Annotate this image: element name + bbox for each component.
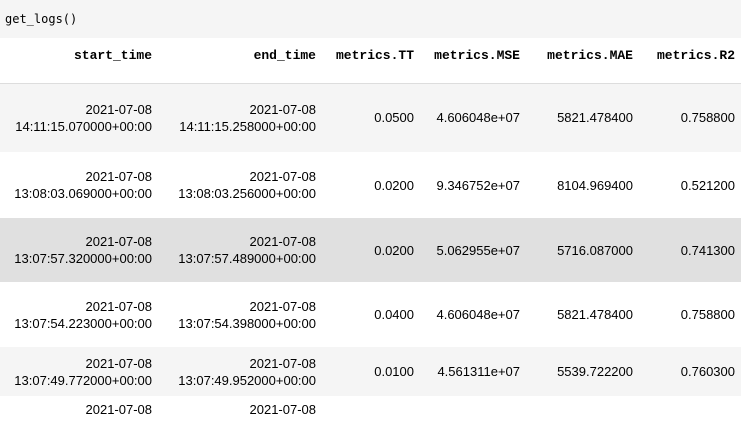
mae-cell: 8104.969400 xyxy=(557,177,633,193)
date: 2021-07-08 xyxy=(85,101,153,117)
time: 13:08:03.256000+00:00 xyxy=(178,186,316,201)
table-row: 2021-07-08 13:07:54.223000+00:00 2021-07-0… xyxy=(0,282,741,347)
end-time-cell: 2021-07-08 13:07:57.489000+00:00 xyxy=(158,218,322,282)
date: 2021-07-08 xyxy=(249,101,317,117)
end-time-cell: 2021-07-08 13:07:49.952000+00:00 xyxy=(158,347,322,396)
code-text: get_logs() xyxy=(5,12,78,26)
start-time-cell: 2021-07-08 13:08:03.069000+00:00 xyxy=(0,152,158,218)
table-row: 2021-07-08 14:11:15.070000+00:00 2021-07-0… xyxy=(0,83,741,152)
code-cell-input[interactable]: get_logs() xyxy=(0,0,741,38)
mse-cell: 4.606048e+07 xyxy=(436,307,520,322)
start-time-cell: 2021-07-08 13:07:57.320000+00:00 xyxy=(0,218,158,282)
r2-cell: 0.760300 xyxy=(639,347,741,396)
date: 2021-07-08 xyxy=(85,234,153,249)
r2-cell: 0.758800 xyxy=(680,307,735,322)
mse-cell: 9.346752e+07 xyxy=(436,177,520,193)
mae-cell: 5539.722200 xyxy=(526,347,639,396)
mse-cell: 4.561311e+07 xyxy=(420,347,526,396)
date: 2021-07-08 xyxy=(85,402,153,417)
tt-cell: 0.0200 xyxy=(374,177,414,193)
end-time-cell: 2021-07-08 13:08:03.256000+00:00 xyxy=(158,152,322,218)
end-time-cell: 2021-07-08 xyxy=(158,396,322,436)
date: 2021-07-08 xyxy=(249,402,317,417)
time: 14:11:15.258000+00:00 xyxy=(179,118,316,134)
time: 13:07:54.223000+00:00 xyxy=(14,315,152,331)
date: 2021-07-08 xyxy=(249,298,317,314)
date: 2021-07-08 xyxy=(85,169,153,184)
mse-cell: 4.606048e+07 xyxy=(420,83,526,152)
time: 13:07:49.772000+00:00 xyxy=(14,372,152,388)
start-time-cell: 2021-07-08 xyxy=(0,396,158,436)
mae-cell xyxy=(526,396,639,436)
column-header: metrics.TT xyxy=(322,38,420,84)
start-time-cell: 2021-07-08 13:07:49.772000+00:00 xyxy=(0,347,158,396)
start-time-cell: 2021-07-08 14:11:15.070000+00:00 xyxy=(0,83,158,152)
column-header: metrics.MAE xyxy=(526,38,639,84)
time: 13:07:57.489000+00:00 xyxy=(178,251,316,266)
column-header: metrics.MSE xyxy=(420,38,526,84)
tt-cell: 0.0200 xyxy=(322,218,420,282)
time: 14:11:15.070000+00:00 xyxy=(15,118,152,134)
time: 13:07:54.398000+00:00 xyxy=(178,315,316,331)
r2-cell xyxy=(639,396,741,436)
r2-cell: 0.741300 xyxy=(639,218,741,282)
table-row: 2021-07-08 13:07:57.320000+00:00 2021-07-0… xyxy=(0,218,741,282)
column-header: end_time xyxy=(158,38,322,84)
header-row: start_time end_time metrics.TT metrics.M… xyxy=(0,38,741,84)
table-row: 2021-07-08 13:07:49.772000+00:00 2021-07-0… xyxy=(0,347,741,396)
mae-cell: 5821.478400 xyxy=(526,83,639,152)
date: 2021-07-08 xyxy=(249,169,317,184)
tt-cell: 0.0500 xyxy=(322,83,420,152)
start-time-cell: 2021-07-08 13:07:54.223000+00:00 xyxy=(0,282,158,347)
logs-table: start_time end_time metrics.TT metrics.M… xyxy=(0,38,741,436)
mae-cell: 5821.478400 xyxy=(557,307,633,322)
column-header: start_time xyxy=(0,38,158,84)
column-header: metrics.R2 xyxy=(639,38,741,84)
end-time-cell: 2021-07-08 14:11:15.258000+00:00 xyxy=(158,83,322,152)
table-row: 2021-07-08 13:08:03.069000+00:00 2021-07-0… xyxy=(0,152,741,218)
date: 2021-07-08 xyxy=(249,234,317,249)
time: 13:08:03.069000+00:00 xyxy=(14,186,152,201)
time: 13:07:49.952000+00:00 xyxy=(178,372,316,388)
tt-cell: 0.0100 xyxy=(322,347,420,396)
mae-cell: 5716.087000 xyxy=(526,218,639,282)
mse-cell xyxy=(420,396,526,436)
mse-cell: 5.062955e+07 xyxy=(420,218,526,282)
date: 2021-07-08 xyxy=(85,298,153,314)
end-time-cell: 2021-07-08 13:07:54.398000+00:00 xyxy=(158,282,322,347)
time: 13:07:57.320000+00:00 xyxy=(14,251,152,266)
tt-cell xyxy=(322,396,420,436)
date: 2021-07-08 xyxy=(85,355,153,371)
tt-cell: 0.0400 xyxy=(374,307,414,322)
table-row: 2021-07-08 2021-07-08 xyxy=(0,396,741,436)
r2-cell: 0.521200 xyxy=(680,177,735,193)
date: 2021-07-08 xyxy=(249,355,317,371)
r2-cell: 0.758800 xyxy=(639,83,741,152)
